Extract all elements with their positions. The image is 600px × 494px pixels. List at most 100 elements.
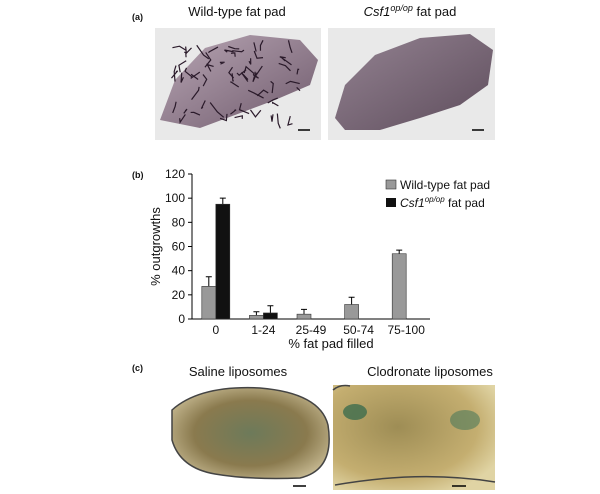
tissue xyxy=(335,34,493,130)
y-tick-label: 0 xyxy=(178,312,185,326)
legend-swatch xyxy=(386,198,396,207)
vessel xyxy=(196,44,210,60)
vessel xyxy=(234,115,243,119)
x-tick-label: 25-49 xyxy=(296,323,327,337)
vessel xyxy=(278,62,291,72)
outline xyxy=(332,384,496,486)
vessel xyxy=(287,115,293,126)
bar xyxy=(391,253,407,320)
vessel xyxy=(238,103,250,115)
vessel xyxy=(171,70,179,79)
bar xyxy=(215,203,231,320)
vessel xyxy=(231,73,234,82)
y-tick-label: 60 xyxy=(172,240,186,254)
vessel xyxy=(230,109,237,115)
vessel xyxy=(253,42,257,52)
image-title: Saline liposomes xyxy=(189,364,288,379)
panel-label: (c) xyxy=(132,363,143,373)
tissue xyxy=(160,35,318,128)
vessels xyxy=(171,40,301,129)
tissue xyxy=(333,385,495,490)
stain xyxy=(450,410,480,430)
y-tick-label: 20 xyxy=(172,288,186,302)
y-axis-label: % outgrowths xyxy=(148,207,163,286)
bar xyxy=(296,313,312,320)
panel-label: (b) xyxy=(132,170,144,180)
x-tick-label: 75-100 xyxy=(388,323,426,337)
y-tick-label: 100 xyxy=(165,191,185,205)
vessel xyxy=(184,51,187,58)
image-title: Wild-type fat pad xyxy=(188,4,286,19)
error-bar xyxy=(301,308,307,315)
vessel xyxy=(224,49,234,53)
x-tick-label: 50-74 xyxy=(343,323,374,337)
vessel xyxy=(202,74,208,87)
x-tick-label: 0 xyxy=(212,323,219,337)
vessel xyxy=(271,101,279,107)
vessel xyxy=(267,97,278,104)
x-axis-label: % fat pad filled xyxy=(288,336,373,351)
vessel xyxy=(285,80,300,85)
y-tick-label: 80 xyxy=(172,215,186,229)
vessel xyxy=(296,86,301,92)
vessel xyxy=(270,80,274,94)
vessel xyxy=(256,89,269,97)
vessel xyxy=(190,111,201,116)
vessel xyxy=(179,114,186,124)
bar xyxy=(263,312,278,320)
vessel xyxy=(259,40,264,51)
legend: Wild-type fat pad Csf1op/op fat pad xyxy=(385,178,490,210)
vessel xyxy=(178,60,187,73)
legend-label: Wild-type fat pad xyxy=(400,178,490,192)
vessel xyxy=(191,86,200,100)
vessel xyxy=(230,81,240,88)
legend-swatch xyxy=(385,179,397,190)
vessel xyxy=(219,61,225,65)
vessel xyxy=(243,65,255,75)
error-bar xyxy=(253,311,260,316)
vessel xyxy=(172,45,187,51)
y-tick-label: 40 xyxy=(172,264,186,278)
vessel xyxy=(276,113,281,129)
panel-label: (a) xyxy=(132,12,143,22)
error-bar xyxy=(348,296,355,305)
y-tick-label: 120 xyxy=(165,167,185,181)
error-bar xyxy=(396,249,403,254)
vessel xyxy=(173,65,177,82)
vessel xyxy=(232,49,245,53)
vessel xyxy=(200,100,206,110)
vessel xyxy=(296,68,300,75)
x-tick-label: 1-24 xyxy=(251,323,275,337)
vessel xyxy=(249,109,262,118)
image-title: Csf1op/op fat pad xyxy=(364,3,457,19)
vessel xyxy=(236,69,247,77)
vessel xyxy=(183,108,188,114)
error-bar xyxy=(267,305,274,313)
vessel xyxy=(279,56,286,59)
bar xyxy=(201,286,217,320)
legend-label: Csf1op/op fat pad xyxy=(400,195,485,210)
error-bar xyxy=(219,197,226,205)
stain xyxy=(343,404,367,420)
vessel xyxy=(208,46,219,54)
image-title: Clodronate liposomes xyxy=(367,364,493,379)
vessel xyxy=(287,40,293,54)
bar-chart: 0 20 40 60 80 100 120 % outgrowths % fat pad fil… xyxy=(148,167,430,351)
vessel xyxy=(270,114,274,122)
tissue xyxy=(171,386,330,480)
vessel xyxy=(219,113,228,122)
error-bar xyxy=(205,276,212,287)
vessel xyxy=(184,67,193,78)
vessel xyxy=(248,58,252,65)
vessel xyxy=(252,72,258,83)
vessel xyxy=(247,89,264,99)
vessel xyxy=(230,52,236,57)
vessel xyxy=(240,72,249,82)
vessel xyxy=(190,73,199,80)
bar xyxy=(344,304,359,320)
vessel xyxy=(180,72,184,83)
bar xyxy=(249,315,264,320)
vessel xyxy=(172,101,177,114)
vessel xyxy=(209,102,225,118)
